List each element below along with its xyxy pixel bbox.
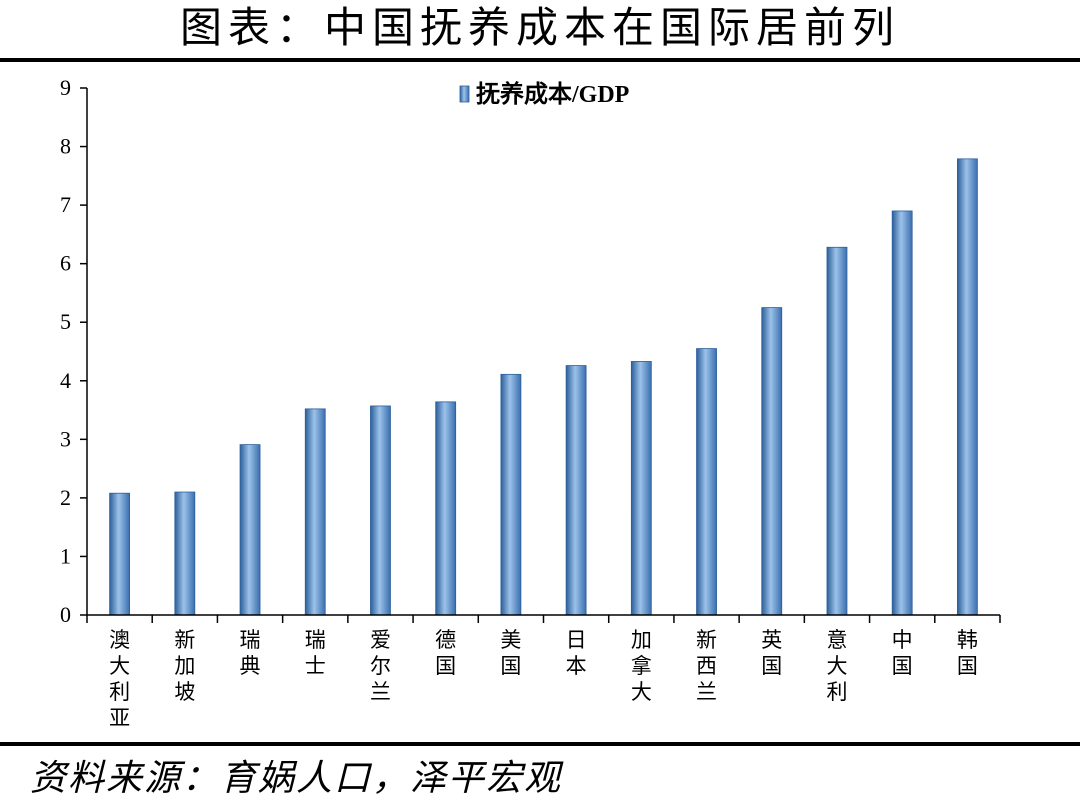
bar <box>565 365 587 616</box>
y-tick-label: 1 <box>60 543 71 568</box>
x-category-label: 新加坡 <box>174 628 195 704</box>
y-tick-label: 4 <box>60 368 71 393</box>
bar <box>826 246 848 616</box>
y-tick-label: 5 <box>60 309 71 334</box>
x-category-label: 加拿大 <box>631 628 652 704</box>
y-tick-label: 8 <box>60 134 71 159</box>
bar <box>174 491 196 616</box>
x-category-label: 英国 <box>761 628 782 678</box>
y-tick-label: 9 <box>60 75 71 100</box>
source-note: 资料来源：育娲人口，泽平宏观 <box>30 758 563 799</box>
x-category-label: 德国 <box>435 628 456 678</box>
y-tick-label: 2 <box>60 485 71 510</box>
chart-title: 图表：中国抚养成本在国际居前列 <box>179 3 900 52</box>
y-tick-label: 7 <box>60 192 71 217</box>
bar <box>630 361 652 616</box>
x-category-label: 日本 <box>566 628 587 678</box>
bar <box>696 348 717 616</box>
x-category-label: 瑞典 <box>240 628 261 678</box>
x-category-label: 新西兰 <box>696 628 717 704</box>
x-category-label: 中国 <box>892 628 913 678</box>
bar <box>891 210 913 616</box>
legend-swatch <box>459 85 470 103</box>
bottom-rule <box>0 742 1080 746</box>
x-category-label: 瑞士 <box>305 628 326 678</box>
y-tick-label: 3 <box>60 426 71 451</box>
x-category-label: 意大利 <box>826 628 847 704</box>
x-category-label: 爱尔兰 <box>370 628 391 704</box>
bar <box>239 444 261 616</box>
bar <box>435 401 457 616</box>
x-category-label: 韩国 <box>957 628 978 678</box>
bar <box>761 307 783 616</box>
bar <box>304 408 326 616</box>
bar <box>109 492 131 616</box>
legend-label: 抚养成本/GDP <box>476 80 629 108</box>
y-tick-label: 6 <box>60 251 71 276</box>
x-category-label: 澳大利亚 <box>109 628 130 730</box>
bar <box>500 373 522 616</box>
y-tick-label: 0 <box>60 602 71 627</box>
bar <box>956 158 978 616</box>
bar <box>370 405 391 616</box>
top-rule <box>0 58 1080 62</box>
x-category-label: 美国 <box>500 628 521 678</box>
